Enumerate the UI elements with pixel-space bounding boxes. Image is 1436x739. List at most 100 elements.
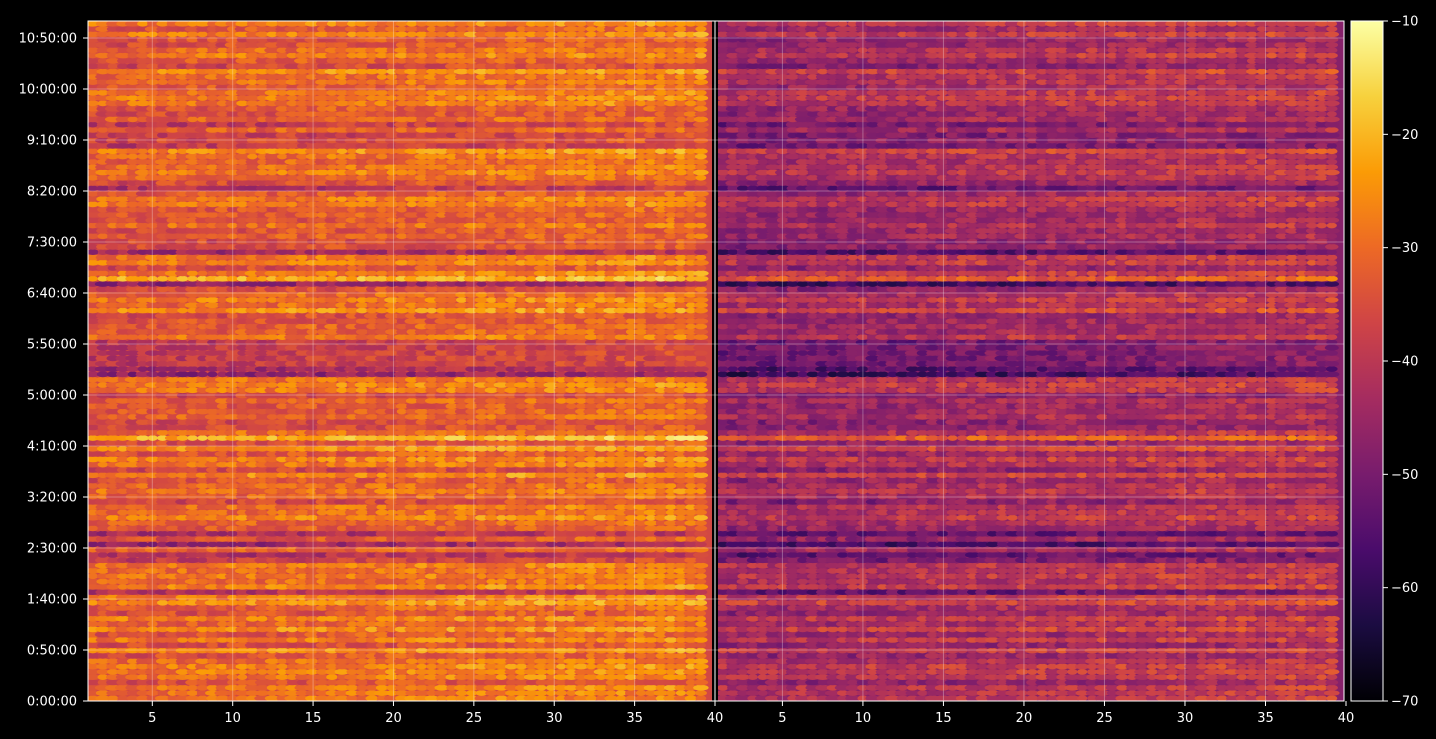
heatmap-cell bbox=[426, 498, 438, 505]
heatmap-cell bbox=[355, 302, 369, 309]
heatmap-cell bbox=[685, 658, 697, 665]
heatmap-cell bbox=[186, 488, 199, 495]
heatmap-cell bbox=[416, 674, 427, 680]
heatmap-cell bbox=[155, 615, 170, 622]
heatmap-cell bbox=[495, 637, 508, 643]
heatmap-cell bbox=[145, 637, 160, 643]
heatmap-cell bbox=[95, 690, 110, 696]
heatmap-cell bbox=[137, 631, 149, 638]
heatmap-cell bbox=[434, 690, 450, 696]
heatmap-cell bbox=[553, 642, 570, 649]
heatmap-cell bbox=[394, 679, 410, 686]
heatmap-cell bbox=[326, 541, 338, 548]
heatmap-cell bbox=[167, 695, 178, 701]
heatmap-cell bbox=[643, 615, 659, 622]
heatmap-cell bbox=[266, 509, 278, 516]
heatmap-cell bbox=[88, 652, 101, 659]
heatmap-cell bbox=[685, 424, 696, 431]
heatmap-cell bbox=[595, 567, 607, 574]
heatmap-cell bbox=[346, 684, 358, 691]
heatmap-cell bbox=[553, 684, 569, 691]
heatmap-cell bbox=[585, 472, 597, 479]
heatmap-cell bbox=[344, 605, 360, 611]
heatmap-cell bbox=[175, 668, 190, 675]
heatmap-cell bbox=[616, 344, 627, 351]
heatmap-cell bbox=[355, 509, 369, 516]
heatmap-cell bbox=[583, 690, 599, 696]
heatmap-cell bbox=[455, 637, 469, 643]
heatmap-cell bbox=[97, 552, 108, 558]
heatmap-cell bbox=[326, 520, 338, 526]
heatmap-cell bbox=[95, 589, 111, 595]
heatmap-cell bbox=[184, 578, 201, 585]
heatmap-cell bbox=[534, 658, 549, 665]
heatmap-cell bbox=[404, 626, 420, 633]
heatmap-cell bbox=[206, 615, 219, 622]
heatmap-cell bbox=[684, 615, 698, 622]
heatmap-cell bbox=[436, 488, 447, 495]
heatmap-cell bbox=[693, 562, 709, 569]
heatmap-cell bbox=[506, 679, 517, 686]
heatmap-cell bbox=[146, 626, 159, 633]
heatmap-cell bbox=[174, 583, 191, 590]
heatmap-cell bbox=[575, 482, 587, 489]
heatmap-cell bbox=[127, 615, 138, 622]
heatmap-cell bbox=[295, 307, 309, 314]
heatmap-cell bbox=[446, 637, 458, 643]
heatmap-cell bbox=[663, 599, 678, 606]
heatmap-cell bbox=[635, 514, 647, 521]
heatmap-cell bbox=[235, 578, 250, 585]
heatmap-cell bbox=[216, 312, 228, 319]
heatmap-cell bbox=[396, 674, 408, 680]
heatmap-cell bbox=[506, 355, 517, 362]
heatmap-cell bbox=[555, 429, 568, 436]
heatmap-cell bbox=[505, 690, 518, 696]
heatmap-cell bbox=[535, 668, 548, 675]
heatmap-cell bbox=[545, 578, 557, 585]
heatmap-cell bbox=[217, 658, 228, 665]
heatmap-cell bbox=[346, 695, 358, 701]
heatmap-cell bbox=[645, 642, 657, 649]
heatmap-cell bbox=[544, 408, 558, 415]
heatmap-cell bbox=[665, 605, 677, 611]
heatmap-cell bbox=[406, 642, 418, 649]
heatmap-cell bbox=[485, 668, 498, 675]
heatmap-cell bbox=[396, 642, 407, 649]
heatmap-cell bbox=[405, 594, 419, 601]
heatmap-cell bbox=[655, 536, 667, 542]
heatmap-cell bbox=[294, 674, 310, 680]
heatmap-cell bbox=[494, 652, 509, 659]
heatmap-cell bbox=[237, 530, 248, 537]
heatmap-cell bbox=[256, 626, 269, 633]
heatmap-cell bbox=[485, 690, 498, 696]
heatmap-cell bbox=[236, 610, 248, 617]
heatmap-cell bbox=[235, 626, 250, 633]
heatmap-cell bbox=[605, 376, 617, 383]
heatmap-cell bbox=[684, 621, 698, 627]
heatmap-cell bbox=[325, 652, 339, 659]
heatmap-cell bbox=[304, 610, 320, 617]
heatmap-cell bbox=[315, 626, 329, 633]
heatmap-cell bbox=[464, 589, 479, 595]
heatmap-cell bbox=[245, 297, 259, 303]
heatmap-cell bbox=[475, 684, 488, 691]
heatmap-cell bbox=[156, 637, 169, 643]
heatmap-cell bbox=[316, 615, 328, 622]
heatmap-cell bbox=[405, 684, 419, 691]
heatmap-cell bbox=[466, 286, 477, 293]
heatmap-cell bbox=[654, 509, 668, 516]
heatmap-cell bbox=[296, 594, 308, 601]
heatmap-cell bbox=[196, 631, 209, 638]
heatmap-cell bbox=[504, 668, 519, 675]
heatmap-cell bbox=[694, 413, 708, 420]
heatmap-cell bbox=[693, 514, 708, 521]
heatmap-cell bbox=[495, 690, 508, 696]
heatmap-cell bbox=[616, 445, 627, 452]
heatmap-cell bbox=[434, 631, 450, 638]
heatmap-cell bbox=[297, 652, 308, 659]
heatmap-cell bbox=[634, 318, 648, 325]
heatmap-cell bbox=[673, 658, 689, 665]
heatmap-cell bbox=[406, 668, 418, 675]
heatmap-cell bbox=[395, 403, 408, 410]
heatmap-cell bbox=[636, 562, 646, 569]
